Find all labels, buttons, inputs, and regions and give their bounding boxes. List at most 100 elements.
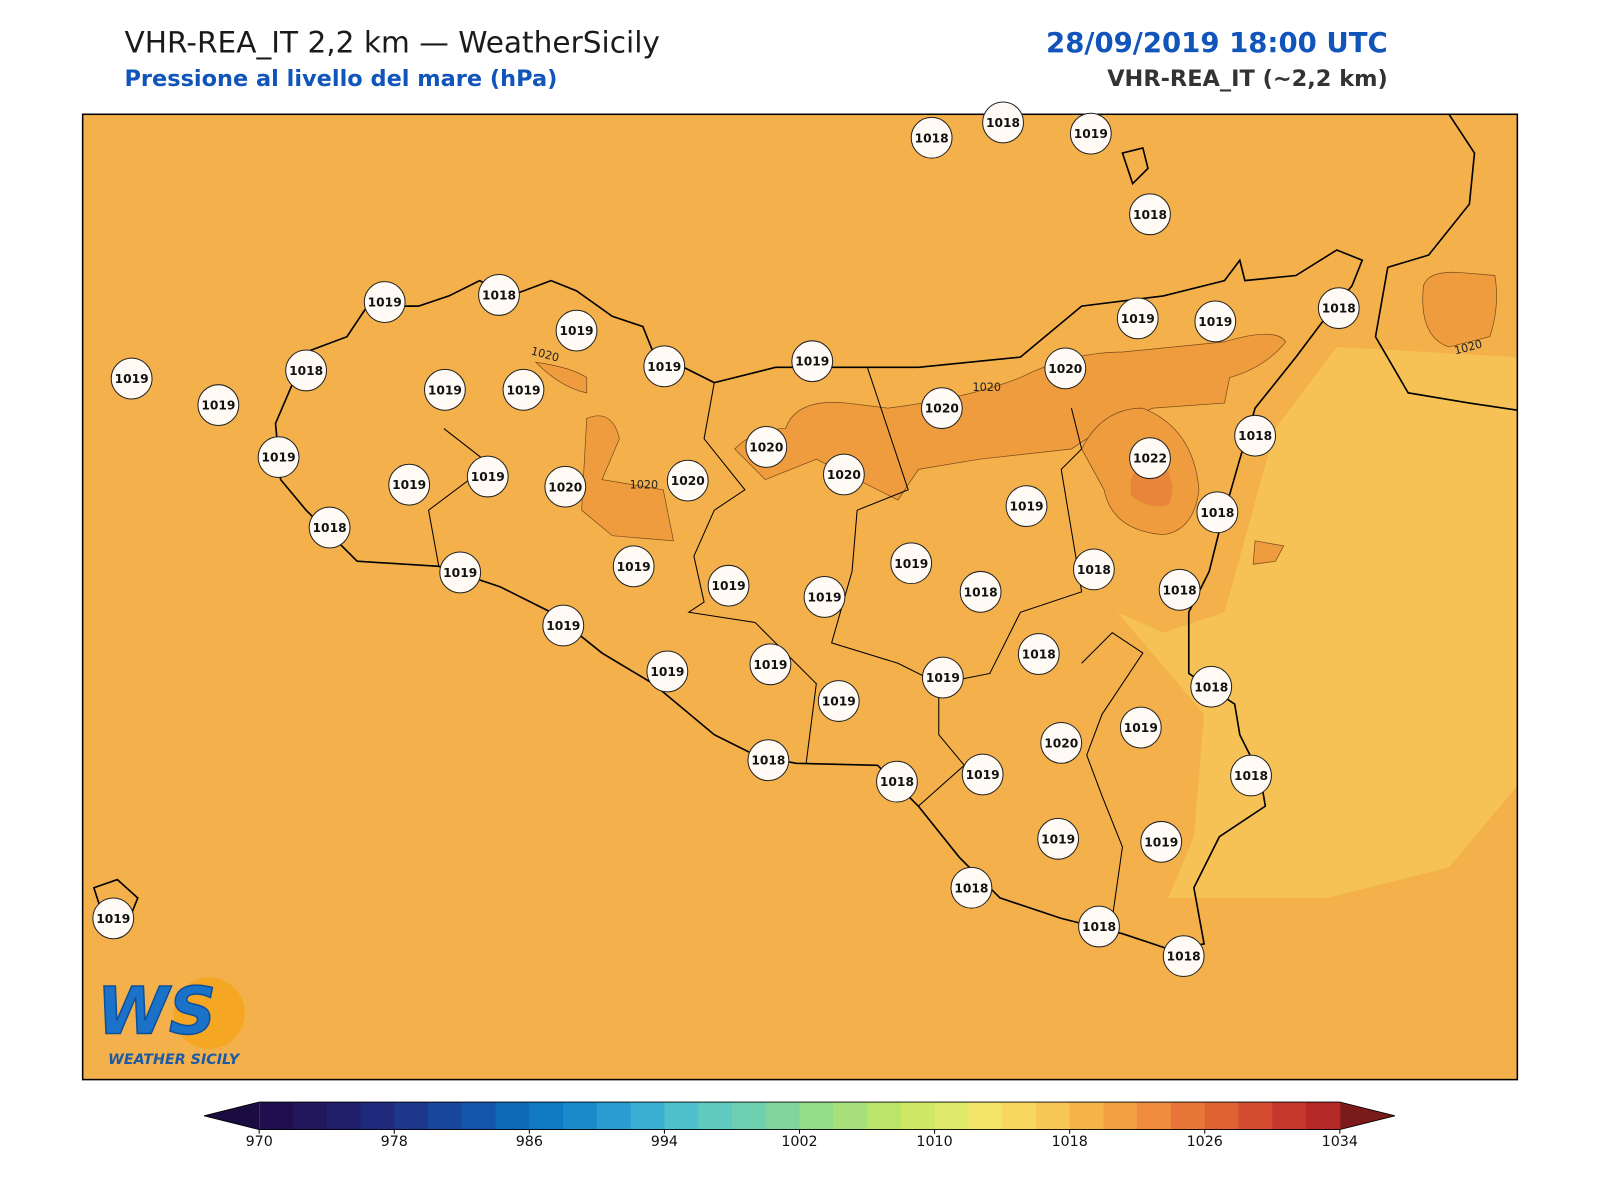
station-marker [257, 436, 300, 479]
station-marker [950, 866, 993, 909]
station-marker [502, 368, 545, 411]
station-marker [478, 273, 520, 316]
station-value: 1019 [753, 658, 787, 672]
colorbar-tick-label: 1026 [1187, 1134, 1223, 1150]
colorbar-tick-label: 1034 [1322, 1134, 1358, 1150]
station-marker [1044, 347, 1087, 390]
colorbar-bin [292, 1102, 328, 1130]
station-marker [1194, 300, 1237, 343]
station-value: 1018 [751, 754, 785, 768]
contour-label: 1020 [630, 479, 659, 492]
logo-mark: WS [97, 973, 216, 1049]
station-value: 1019 [712, 579, 746, 593]
pressure-area [581, 415, 674, 542]
station-value: 1019 [650, 665, 684, 679]
colorbar-bin [1170, 1102, 1206, 1130]
station-value: 1019 [368, 296, 402, 310]
station-marker [666, 459, 709, 502]
station-value: 1018 [986, 116, 1020, 130]
station-value: 1020 [671, 474, 705, 488]
station-value: 1019 [428, 383, 462, 397]
station-marker [1119, 706, 1162, 749]
station-marker [791, 340, 834, 383]
station-value: 1018 [1022, 648, 1056, 662]
station-marker [890, 542, 933, 585]
station-marker [1234, 414, 1277, 457]
map-frame [81, 113, 1519, 1081]
station-marker [363, 281, 406, 323]
station-marker [1069, 112, 1112, 155]
station-marker [92, 897, 135, 940]
station-value: 1019 [1124, 721, 1158, 735]
station-value: 1018 [1077, 563, 1111, 577]
colorbar-bin [1272, 1102, 1307, 1130]
station-marker [1129, 193, 1171, 236]
station-marker [1196, 491, 1239, 534]
colorbar-bin [698, 1102, 733, 1130]
colorbar-bin [867, 1102, 902, 1130]
colorbar-bin [1002, 1102, 1037, 1130]
station-marker [803, 576, 846, 618]
contour-label: 1020 [972, 381, 1001, 394]
station-value: 1020 [925, 402, 959, 416]
station-marker [1040, 721, 1083, 764]
station-marker [285, 349, 328, 392]
station-value: 1019 [115, 372, 149, 386]
station-value: 1020 [1044, 736, 1078, 750]
station-marker [747, 739, 790, 782]
station-marker [643, 345, 686, 388]
station-value: 1022 [1133, 452, 1167, 466]
pressure-area [534, 361, 588, 394]
colorbar-bin [833, 1102, 868, 1130]
station-marker [439, 551, 482, 594]
station-marker [1140, 820, 1183, 863]
colorbar-bin [1238, 1102, 1273, 1130]
station-marker [876, 760, 918, 803]
colorbar-bin [934, 1102, 969, 1130]
colorbar-tick-label: 1018 [1051, 1134, 1087, 1150]
colorbar-bin [765, 1102, 800, 1130]
colorbar-bin [1103, 1102, 1138, 1130]
station-value: 1019 [471, 470, 505, 484]
station-value: 1019 [392, 478, 426, 492]
station-value: 1019 [647, 360, 681, 374]
station-value: 1019 [926, 671, 960, 685]
colorbar-bin [664, 1102, 699, 1130]
station-value: 1019 [262, 451, 296, 465]
station-value: 1019 [822, 695, 856, 709]
station-value: 1019 [1144, 835, 1178, 849]
logo-text: WEATHER SICILY [108, 1052, 241, 1068]
colorbar-tick-label: 986 [516, 1134, 543, 1150]
station-value: 1020 [548, 480, 582, 494]
station-marker [921, 656, 964, 699]
station-marker [542, 604, 585, 647]
station-marker [959, 570, 1002, 613]
station-marker [1116, 297, 1159, 340]
station-value: 1019 [506, 383, 540, 397]
colorbar-extend [1339, 1102, 1395, 1130]
colorbar-bin [1069, 1102, 1104, 1130]
station-marker [646, 650, 689, 693]
station-marker [423, 368, 466, 411]
colorbar-bin [968, 1102, 1003, 1130]
colorbar-tick-label: 994 [651, 1134, 678, 1150]
station-value: 1018 [1200, 506, 1234, 520]
colorbar-bin [596, 1102, 632, 1130]
station-value: 1018 [1082, 920, 1116, 934]
station-marker [1190, 665, 1233, 708]
colorbar-bin [563, 1102, 598, 1130]
pressure-area [1117, 346, 1518, 898]
station-value: 1019 [966, 768, 1000, 782]
stations: 1018 1018 1019 1018 1019 1018 1019 1019 1018 1019… [92, 101, 1360, 978]
colorbar-bin [360, 1102, 395, 1130]
station-marker [544, 465, 587, 508]
station-marker [961, 753, 1004, 796]
station-value: 1020 [1048, 362, 1082, 376]
logo: WS WEATHER SICILY [96, 973, 245, 1068]
colorbar-bin [799, 1102, 834, 1130]
station-value: 1019 [795, 355, 829, 369]
map: 1020 1020 1020 1020 [82, 114, 1518, 1080]
station-value: 1019 [201, 399, 235, 413]
colorbar-extend [204, 1102, 260, 1130]
